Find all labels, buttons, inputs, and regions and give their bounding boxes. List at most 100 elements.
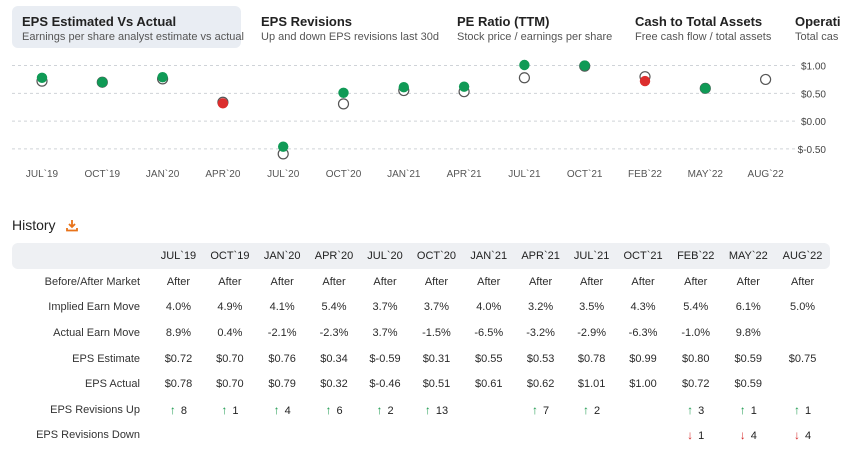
actual-point[interactable] bbox=[97, 77, 108, 88]
row-label: Actual Earn Move bbox=[53, 326, 140, 339]
actual-point[interactable] bbox=[398, 82, 409, 93]
tab-title: Operati bbox=[795, 14, 841, 29]
table-cell: 3.2% bbox=[528, 301, 554, 314]
revision-count: 1 bbox=[804, 404, 812, 417]
x-tick-label: FEB`22 bbox=[628, 168, 662, 180]
table-cell bbox=[361, 423, 410, 449]
tab-subtitle: Earnings per share analyst estimate vs a… bbox=[22, 31, 244, 43]
x-tick-label: OCT`21 bbox=[567, 168, 603, 180]
table-cell: After bbox=[631, 275, 655, 288]
arrow-up-icon: ↑ bbox=[687, 402, 694, 417]
tab-pe-ratio[interactable]: PE Ratio (TTM) Stock price / earnings pe… bbox=[447, 6, 622, 48]
table-cell: $0.78 bbox=[577, 352, 606, 365]
actual-point[interactable] bbox=[639, 75, 651, 87]
revision-count: 4 bbox=[284, 404, 291, 417]
actual-point[interactable] bbox=[36, 72, 48, 83]
table-cell bbox=[409, 423, 463, 449]
table-cell bbox=[463, 423, 514, 449]
table-column-header: MAY`22 bbox=[728, 250, 768, 262]
table-cell: 4.1% bbox=[269, 301, 295, 314]
actual-point[interactable] bbox=[278, 141, 289, 152]
revision-count: 4 bbox=[804, 430, 812, 443]
table-cell: $0.70 bbox=[216, 378, 244, 391]
revision-count: 6 bbox=[336, 404, 343, 417]
table-cell: ↑ 13 bbox=[409, 397, 463, 423]
table-cell: ↑ 3 bbox=[670, 397, 721, 423]
table-column-header: OCT`19 bbox=[210, 250, 250, 262]
table-cell bbox=[616, 423, 670, 449]
download-icon[interactable] bbox=[66, 219, 78, 232]
eps-scatter-chart: $1.00 $0.50 $0.00 $-0.50 JUL`19 OCT`19 JAN`20 A… bbox=[12, 59, 826, 180]
table-cell: 8.9% bbox=[165, 326, 191, 339]
table-cell: $0.55 bbox=[474, 352, 503, 365]
tab-cash-to-total-assets[interactable]: Cash to Total Assets Free cash flow / to… bbox=[625, 6, 781, 48]
table-cell: -2.1% bbox=[267, 326, 297, 339]
table-cell: $0.59 bbox=[734, 378, 763, 391]
metric-tabs: EPS Estimated Vs Actual Earnings per sha… bbox=[0, 0, 841, 52]
actual-point[interactable] bbox=[458, 81, 470, 92]
estimate-point[interactable] bbox=[759, 73, 772, 86]
actual-point[interactable] bbox=[338, 87, 349, 98]
table-row: EPS Revisions Down ↓ 1 ↓ 4 ↓ 4 bbox=[12, 423, 830, 449]
table-cell: 3.5% bbox=[579, 301, 605, 314]
tab-operating[interactable]: Operati Total cas bbox=[785, 6, 841, 48]
table-column-header: AUG`22 bbox=[782, 250, 823, 262]
table-cell: ↑ 7 bbox=[514, 397, 567, 423]
table-cell: 3.7% bbox=[372, 301, 398, 314]
x-tick-label: APR`21 bbox=[447, 168, 482, 180]
table-column-header: OCT`20 bbox=[416, 250, 457, 262]
table-cell: $0.72 bbox=[164, 352, 193, 365]
table-header-blank bbox=[12, 243, 154, 269]
actual-point[interactable] bbox=[700, 83, 711, 94]
actual-point[interactable] bbox=[217, 98, 229, 109]
table-cell bbox=[616, 397, 670, 423]
table-cell: ↑ 2 bbox=[567, 397, 616, 423]
table-cell bbox=[514, 423, 567, 449]
table-cell: $0.53 bbox=[526, 352, 555, 365]
table-header-row: JUL`19 OCT`19 JAN`20 APR`20 JUL`20 OCT`20 JAN`… bbox=[12, 243, 830, 269]
table-cell: 4.0% bbox=[476, 301, 502, 314]
row-label: Before/After Market bbox=[44, 275, 140, 288]
revision-count: 2 bbox=[594, 404, 601, 417]
table-column-header: APR`21 bbox=[521, 250, 560, 262]
table-cell: ↑ 1 bbox=[203, 397, 257, 423]
x-tick-label: OCT`19 bbox=[85, 168, 121, 180]
table-cell: ↓ 4 bbox=[775, 423, 830, 449]
table-cell: ↑ 2 bbox=[361, 397, 410, 423]
estimate-point[interactable] bbox=[518, 72, 531, 84]
x-tick-label: OCT`20 bbox=[326, 168, 362, 180]
arrow-up-icon: ↑ bbox=[424, 402, 431, 417]
history-title: History bbox=[12, 217, 56, 233]
actual-point[interactable] bbox=[579, 60, 590, 71]
tab-title: Cash to Total Assets bbox=[635, 14, 763, 29]
estimate-point[interactable] bbox=[337, 98, 350, 110]
table-cell: 5.4% bbox=[321, 301, 347, 314]
tab-title: EPS Estimated Vs Actual bbox=[22, 14, 177, 29]
table-cell: $0.61 bbox=[474, 378, 503, 391]
table-cell: $0.70 bbox=[216, 352, 244, 365]
arrow-down-icon: ↓ bbox=[793, 428, 800, 443]
tab-subtitle: Total cas bbox=[795, 31, 839, 43]
actual-point[interactable] bbox=[519, 59, 530, 71]
row-label: EPS Actual bbox=[84, 378, 140, 391]
revision-count: 1 bbox=[232, 404, 239, 417]
arrow-up-icon: ↑ bbox=[273, 402, 280, 417]
table-column-header: JAN`20 bbox=[263, 250, 301, 262]
tab-title: EPS Revisions bbox=[261, 14, 353, 29]
revision-count: 7 bbox=[543, 404, 550, 417]
table-cell: 6.1% bbox=[735, 301, 761, 314]
row-label: EPS Revisions Up bbox=[50, 403, 140, 416]
table-cell: ↑ 6 bbox=[307, 397, 360, 423]
table-cell: After bbox=[528, 275, 553, 288]
table-row: Before/After Market After After After After A… bbox=[12, 269, 830, 295]
table-cell: After bbox=[166, 275, 191, 288]
actual-point[interactable] bbox=[157, 72, 168, 83]
revision-count: 2 bbox=[387, 404, 394, 417]
table-cell: $0.72 bbox=[681, 378, 710, 391]
tab-eps-revisions[interactable]: EPS Revisions Up and down EPS revisions … bbox=[251, 6, 449, 48]
arrow-up-icon: ↑ bbox=[739, 402, 746, 417]
table-cell: -2.3% bbox=[319, 326, 349, 339]
table-cell: After bbox=[736, 275, 760, 288]
tab-eps-estimated-vs-actual[interactable]: EPS Estimated Vs Actual Earnings per sha… bbox=[12, 6, 244, 48]
y-tick-label: $1.00 bbox=[801, 62, 826, 73]
